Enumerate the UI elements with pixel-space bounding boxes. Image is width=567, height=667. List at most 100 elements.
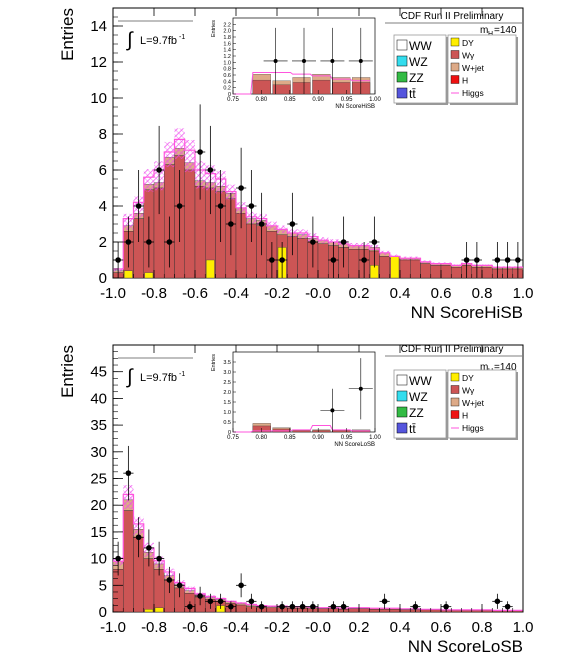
legend-swatch-WW — [396, 39, 408, 51]
inset-y-tick-label: 0.8 — [223, 67, 231, 73]
data-point — [340, 239, 347, 245]
data-point — [248, 203, 255, 209]
banner-text: CDF Run II Preliminary — [401, 344, 504, 355]
data-point — [371, 239, 378, 245]
data-point — [269, 257, 275, 263]
bin-wgamma — [317, 243, 329, 279]
higgs-line — [113, 138, 523, 270]
inset-data-point — [358, 58, 363, 63]
data-point — [197, 149, 203, 155]
data-point — [207, 167, 214, 173]
bin-wgamma — [481, 610, 493, 613]
bin-dy — [154, 607, 164, 613]
y-tick-label: 12 — [90, 54, 107, 71]
mass-label-value: =140 — [494, 25, 517, 36]
data-point — [125, 239, 132, 245]
mass-label-value: =140 — [494, 362, 517, 373]
y-tick-label: 40 — [90, 390, 107, 407]
data-point — [381, 598, 388, 605]
bin-wgamma — [451, 610, 462, 613]
bin-wgamma — [471, 610, 483, 613]
inset-higgs-line — [233, 425, 371, 433]
inset-x-tick-label: 0.90 — [312, 97, 324, 103]
x-tick-label: 0.8 — [472, 285, 493, 302]
inset-y-title: Entries — [211, 20, 217, 37]
integral-symbol: ∫ — [126, 29, 134, 51]
y-axis-title: Entries — [58, 8, 77, 61]
bin-dy — [206, 259, 215, 279]
y-tick-label: 8 — [99, 126, 107, 143]
data-point — [412, 603, 419, 610]
inset-bin-wgamma — [292, 82, 311, 95]
data-point — [166, 577, 173, 583]
legend-swatch-WZ — [396, 390, 408, 402]
bin-uncertainty-cross — [184, 139, 195, 173]
bin-wgamma — [492, 610, 503, 613]
legend-label: W+jet — [462, 398, 485, 408]
y-tick-label: 14 — [90, 18, 107, 35]
y-tick-label: 10 — [90, 551, 107, 568]
data-point — [125, 470, 132, 476]
inset-bin-wgamma — [332, 430, 351, 433]
inset-y-tick-label: 0 — [228, 92, 231, 98]
inset-losb: 0.75 0.80 0.85 0.90 0.95 1.00 0 0.5 1.0 1.5 2.0 2.5… — [211, 351, 381, 448]
inset-bin-wgamma — [252, 79, 271, 95]
y-tick-label: 10 — [90, 90, 107, 107]
legend-right-box — [447, 34, 517, 104]
inset-bin-wgamma — [312, 79, 331, 95]
bin-uncertainty-cross — [174, 128, 185, 159]
legend-label: tt̄ — [409, 422, 416, 436]
inset-y-tick-label: 1.5 — [223, 400, 231, 406]
data-point — [135, 203, 142, 209]
data-point — [176, 203, 183, 209]
inset-y-tick-label: 1.8 — [223, 35, 231, 41]
legend-label: Higgs — [462, 88, 484, 98]
legend-label: DY — [462, 38, 474, 48]
bin-wgamma — [481, 267, 493, 279]
bin-wgamma — [369, 609, 380, 613]
inset-x-tick-label: 0.75 — [227, 435, 239, 441]
inset-x-tick-label: 0.80 — [256, 97, 268, 103]
bin-wgamma — [143, 558, 155, 613]
bin-dy — [390, 256, 400, 279]
inset-x-tick-label: 1.00 — [369, 435, 381, 441]
x-tick-label: -0.8 — [141, 285, 167, 302]
y-tick-label: 15 — [90, 524, 107, 541]
data-point — [217, 598, 224, 605]
x-tick-label: -0.4 — [223, 619, 249, 636]
legend-label: DY — [462, 373, 474, 383]
inset-x-tick-label: 0.95 — [341, 435, 353, 441]
inset-y-title: Entries — [211, 354, 217, 371]
banner-text: CDF Run II Preliminary — [401, 11, 504, 22]
inset-y-tick-label: 2.2 — [223, 22, 231, 28]
y-tick-label: 45 — [90, 364, 107, 381]
data-point — [228, 221, 234, 227]
legend-label: W+jet — [462, 63, 485, 73]
y-tick-label: 35 — [90, 417, 107, 434]
x-tick-label: -1.0 — [100, 619, 126, 636]
data-point — [474, 257, 480, 263]
inset-y-tick-label: 3.0 — [223, 370, 231, 376]
x-tick-label: 0.2 — [349, 285, 370, 302]
inset-data-point — [302, 58, 306, 63]
x-tick-label: 1.0 — [513, 619, 534, 636]
inset-bin-wgamma — [252, 425, 271, 433]
data-point — [135, 534, 142, 541]
legend-swatch-Wgamma — [450, 50, 460, 59]
bin-uncertainty-cross — [143, 169, 154, 192]
bin-uncertainty-cross — [297, 229, 308, 239]
inset-bin-wgamma — [272, 84, 291, 95]
chart-hisb: -1.0 -0.8 -0.6 -0.4 -0.2 -0.0 0.2 0.4 0.6 0.8 1.00… — [58, 7, 533, 322]
bin-wgamma — [420, 609, 431, 613]
inset-bin-wgamma — [292, 430, 311, 433]
inset-x-tick-label: 0.85 — [284, 435, 296, 441]
bin-wgamma — [451, 267, 462, 279]
data-point — [279, 257, 285, 263]
data-point — [289, 603, 296, 610]
data-point — [494, 257, 501, 263]
inset-y-tick-label: 0.4 — [223, 79, 231, 85]
legend-swatch-Wgamma — [450, 385, 460, 394]
legend-swatch-DY — [450, 372, 460, 382]
legend-swatch-ttbar — [396, 422, 408, 434]
bin-wgamma — [153, 569, 165, 613]
